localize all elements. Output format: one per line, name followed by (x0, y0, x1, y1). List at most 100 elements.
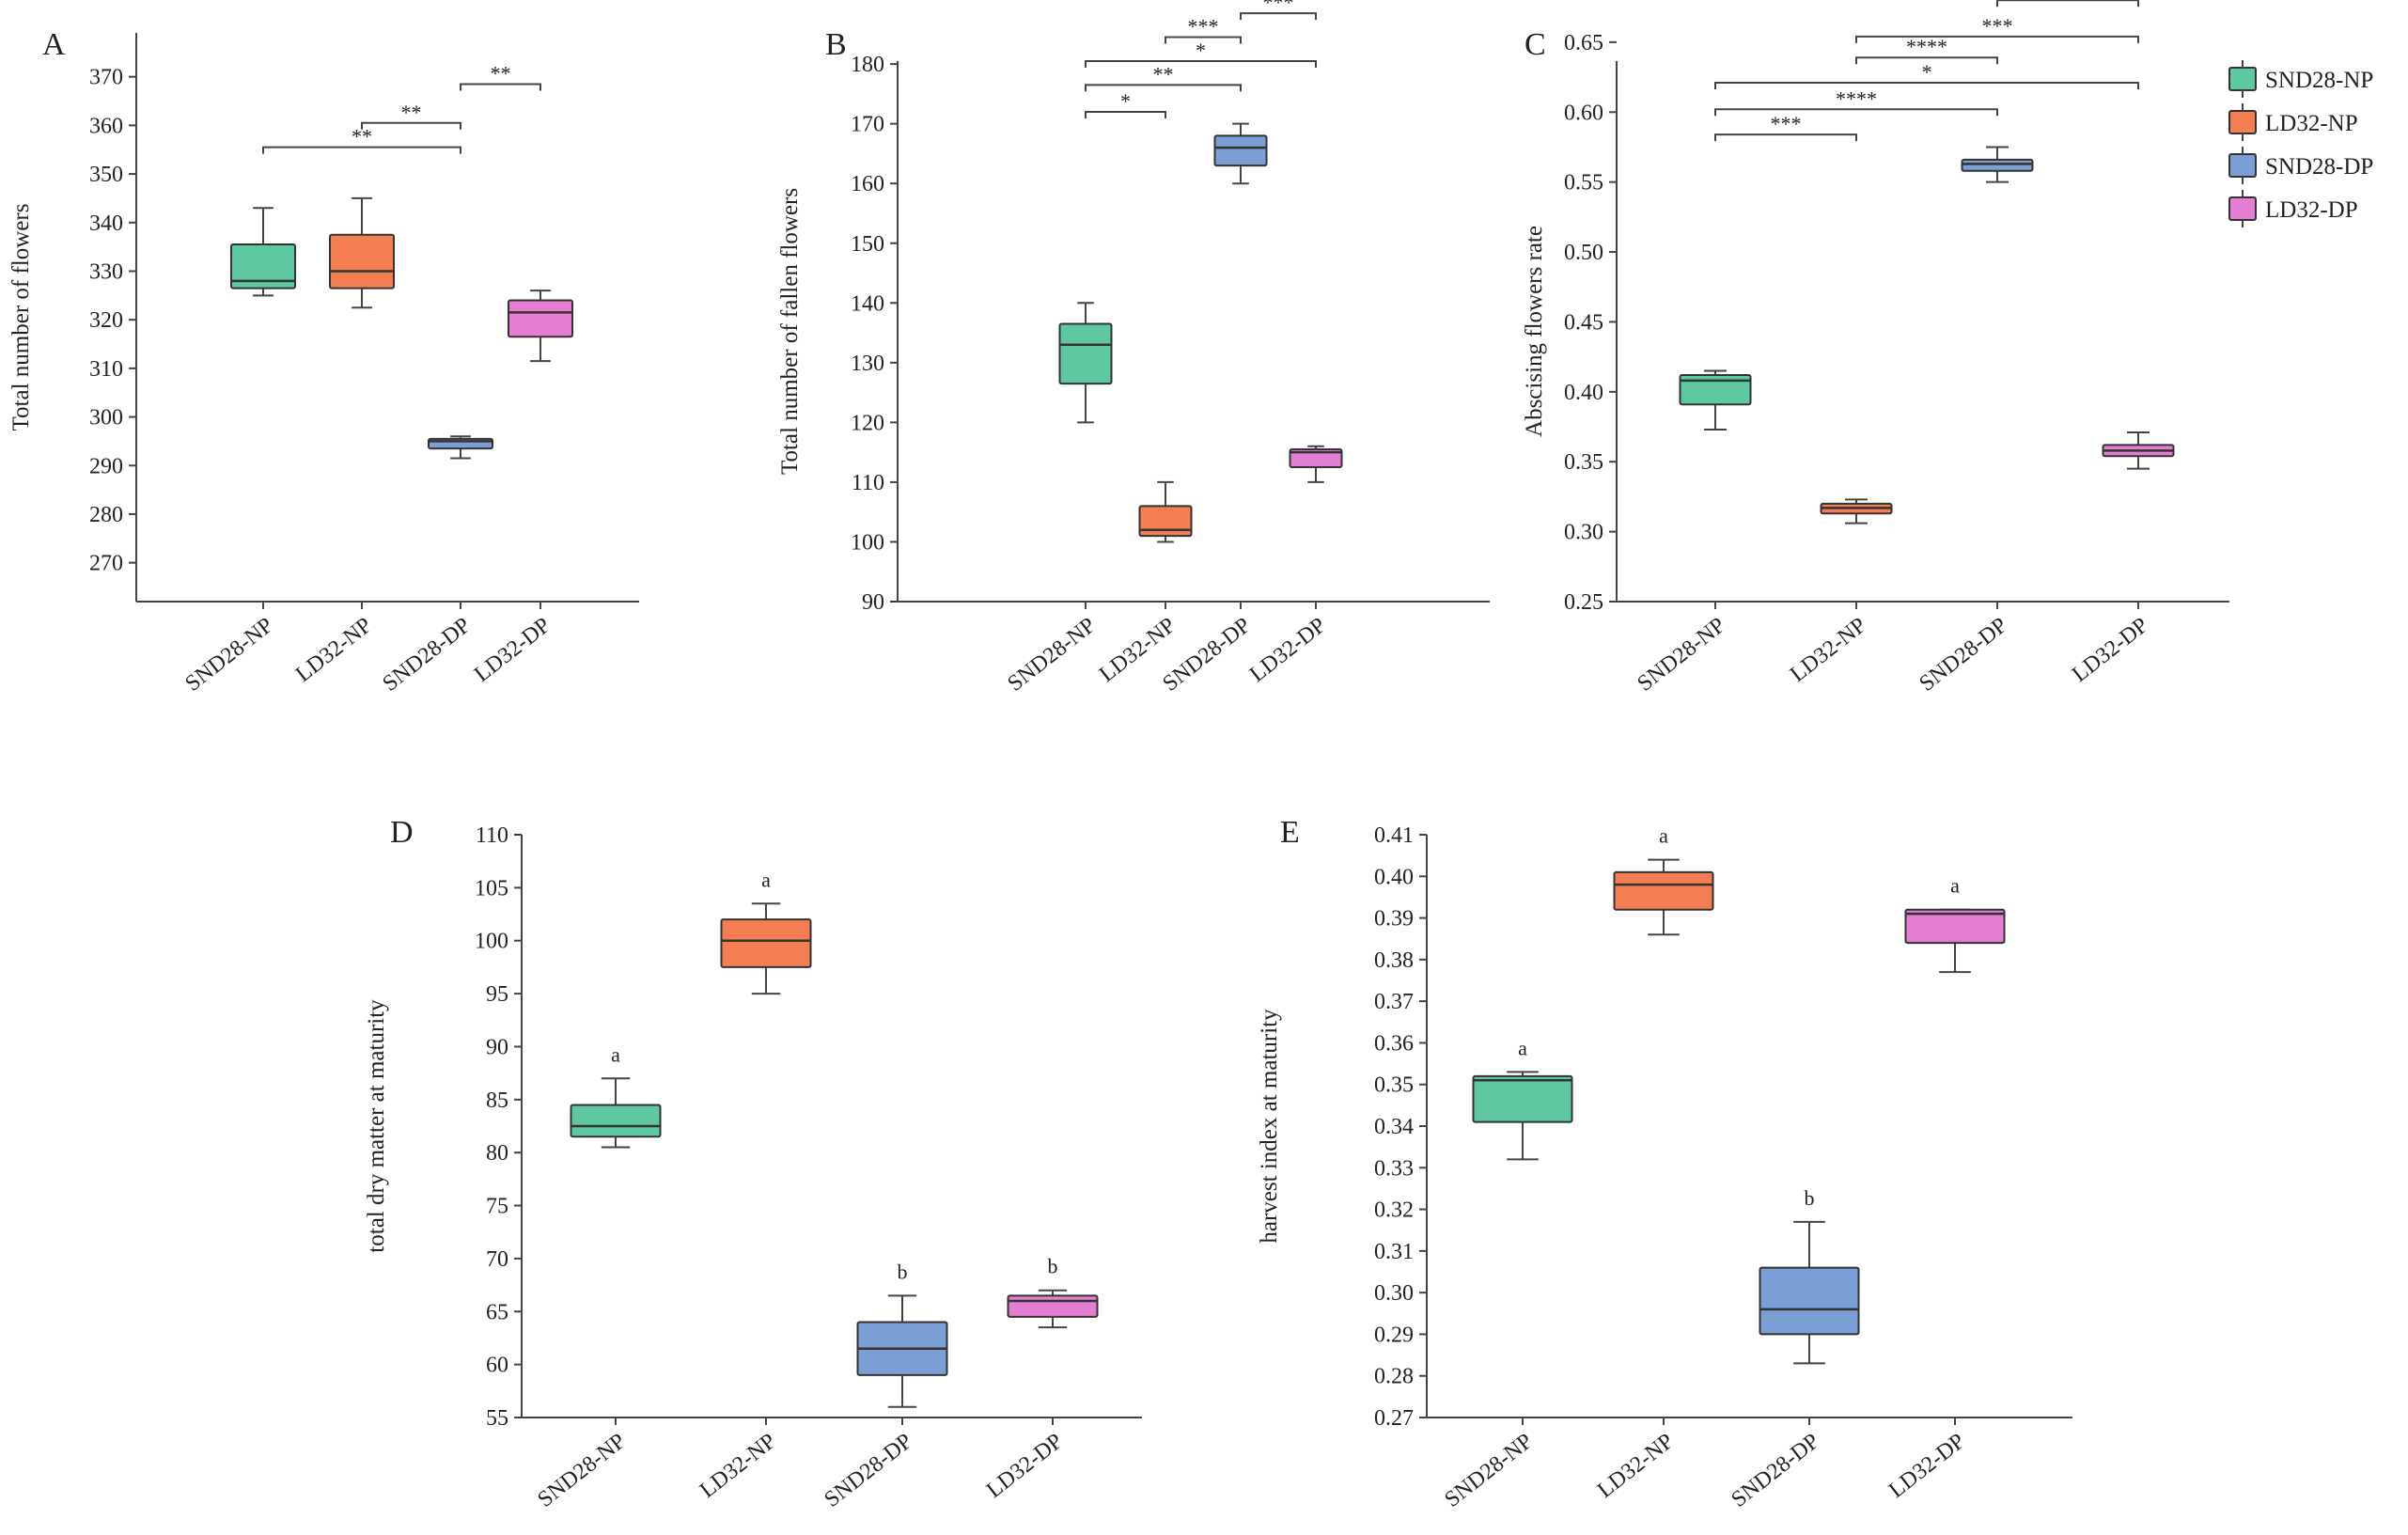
legend-entry: LD32-NP (2228, 103, 2358, 141)
y-tick-label: 100 (851, 530, 884, 555)
bracket-label: * (1922, 60, 1932, 84)
bracket-label: ** (401, 101, 422, 124)
y-tick-label: 320 (89, 308, 123, 333)
bracket-label: *** (1771, 112, 1802, 135)
y-tick-label: 55 (486, 1406, 508, 1431)
y-tick-label: 85 (486, 1089, 508, 1113)
y-tick-label: 90 (862, 590, 884, 615)
y-tick-label: 65 (486, 1300, 508, 1324)
bracket-line (1085, 110, 1166, 118)
iqr-box (1472, 1074, 1573, 1123)
y-tick-label: 110 (476, 823, 508, 848)
y-tick-label: 0.36 (1374, 1031, 1414, 1056)
legend: SND28-NP LD32-NP SND28-DP LD32-DP (2228, 60, 2373, 227)
iqr-box (570, 1104, 662, 1138)
bracket-line (1855, 56, 1998, 65)
legend-label: SND28-DP (2265, 154, 2373, 180)
bracket-line (1714, 133, 1857, 142)
bracket-label: *** (1982, 14, 2013, 38)
y-tick-label: 0.33 (1374, 1156, 1414, 1181)
iqr-box (329, 233, 395, 290)
box-snd28-np: a (570, 1042, 662, 1149)
x-tick-label: SND28-DP (1727, 1429, 1823, 1512)
significance-letter: b (1805, 1186, 1815, 1210)
legend-swatch (2228, 67, 2257, 91)
y-tick-label: 0.28 (1374, 1365, 1414, 1389)
x-tick-label: LD32-NP (696, 1429, 781, 1503)
y-tick-label: 340 (89, 211, 123, 236)
x-tick-label: SND28-NP (1003, 613, 1100, 697)
y-tick-label: 140 (851, 291, 884, 316)
y-tick-label: 0.35 (1564, 450, 1603, 475)
bracket-label: * (1120, 89, 1131, 113)
y-tick-label: 350 (89, 163, 123, 187)
legend-entry: SND28-DP (2228, 147, 2373, 184)
x-tick-label: LD32-DP (1245, 613, 1331, 687)
bracket-line (1085, 59, 1317, 68)
box-ld32-dp (2102, 431, 2175, 470)
legend-swatch (2228, 153, 2257, 178)
box-ld32-np: a (720, 868, 812, 995)
legend-swatch (2228, 110, 2257, 134)
y-tick-label: 0.65 (1564, 31, 1603, 55)
x-tick-label: LD32-DP (470, 613, 555, 687)
iqr-box (1759, 1266, 1860, 1336)
box-snd28-np (1679, 369, 1752, 431)
y-tick-label: 100 (475, 930, 508, 954)
bracket-label: **** (1906, 35, 1947, 58)
y-tick-label: 180 (851, 53, 884, 77)
y-tick-label: 130 (851, 352, 884, 376)
y-tick-label: 120 (851, 411, 884, 435)
iqr-box (1289, 447, 1343, 469)
significance-letter: a (1659, 824, 1668, 848)
y-tick-label: 280 (89, 503, 123, 527)
significance-bracket: *** (1240, 0, 1317, 21)
y-tick-label: 110 (852, 471, 884, 495)
significance-bracket: * (1714, 60, 2139, 90)
significance-bracket: *** (1714, 112, 1857, 142)
panel-letter: C (1525, 27, 1546, 62)
significance-bracket: *** (1165, 15, 1242, 44)
bracket-label: *** (1263, 0, 1294, 14)
x-tick-label: SND28-NP (180, 613, 277, 697)
significance-bracket: ** (1085, 62, 1242, 92)
y-tick-label: 0.50 (1564, 241, 1603, 265)
y-tick-label: 60 (486, 1354, 508, 1378)
box-ld32-np (1138, 480, 1193, 543)
y-tick-label: 105 (475, 876, 508, 901)
x-tick-label: LD32-DP (1884, 1429, 1970, 1503)
bracket-line (1165, 36, 1242, 44)
x-tick-label: SND28-NP (533, 1429, 630, 1512)
box-snd28-np: a (1472, 1036, 1573, 1161)
y-tick-label: 370 (89, 66, 123, 90)
box-snd28-dp: b (1759, 1186, 1860, 1365)
legend-entry: SND28-NP (2228, 60, 2373, 98)
y-tick-label: 0.39 (1374, 907, 1414, 932)
bracket-line (460, 83, 541, 91)
significance-letter: a (1518, 1036, 1527, 1059)
box-snd28-np (1058, 302, 1113, 424)
y-tick-label: 0.27 (1374, 1406, 1414, 1431)
bracket-label: ** (1153, 62, 1174, 86)
panel-letter: D (390, 815, 414, 850)
significance-bracket: ** (460, 61, 541, 91)
y-tick-label: 310 (89, 357, 123, 382)
y-tick-label: 0.30 (1564, 521, 1603, 545)
y-tick-label: 0.38 (1374, 948, 1414, 973)
significance-bracket: **** (1855, 35, 1998, 65)
y-tick-label: 170 (851, 113, 884, 137)
iqr-box (1058, 322, 1113, 385)
box-snd28-dp (1213, 122, 1268, 185)
y-tick-label: 0.37 (1374, 990, 1414, 1014)
significance-letter: a (761, 868, 771, 891)
y-tick-label: 95 (486, 982, 508, 1007)
significance-letter: b (898, 1260, 908, 1283)
significance-bracket: * (1085, 39, 1317, 68)
y-tick-label: 0.41 (1374, 823, 1414, 848)
y-tick-label: 150 (851, 232, 884, 257)
bracket-label: **** (2047, 0, 2088, 1)
panel-a: 270 280 290 300 310 320 330 340 350 360 370 SND28-N… (8, 27, 639, 697)
y-tick-label: 0.30 (1374, 1281, 1414, 1306)
iqr-box (230, 243, 296, 290)
